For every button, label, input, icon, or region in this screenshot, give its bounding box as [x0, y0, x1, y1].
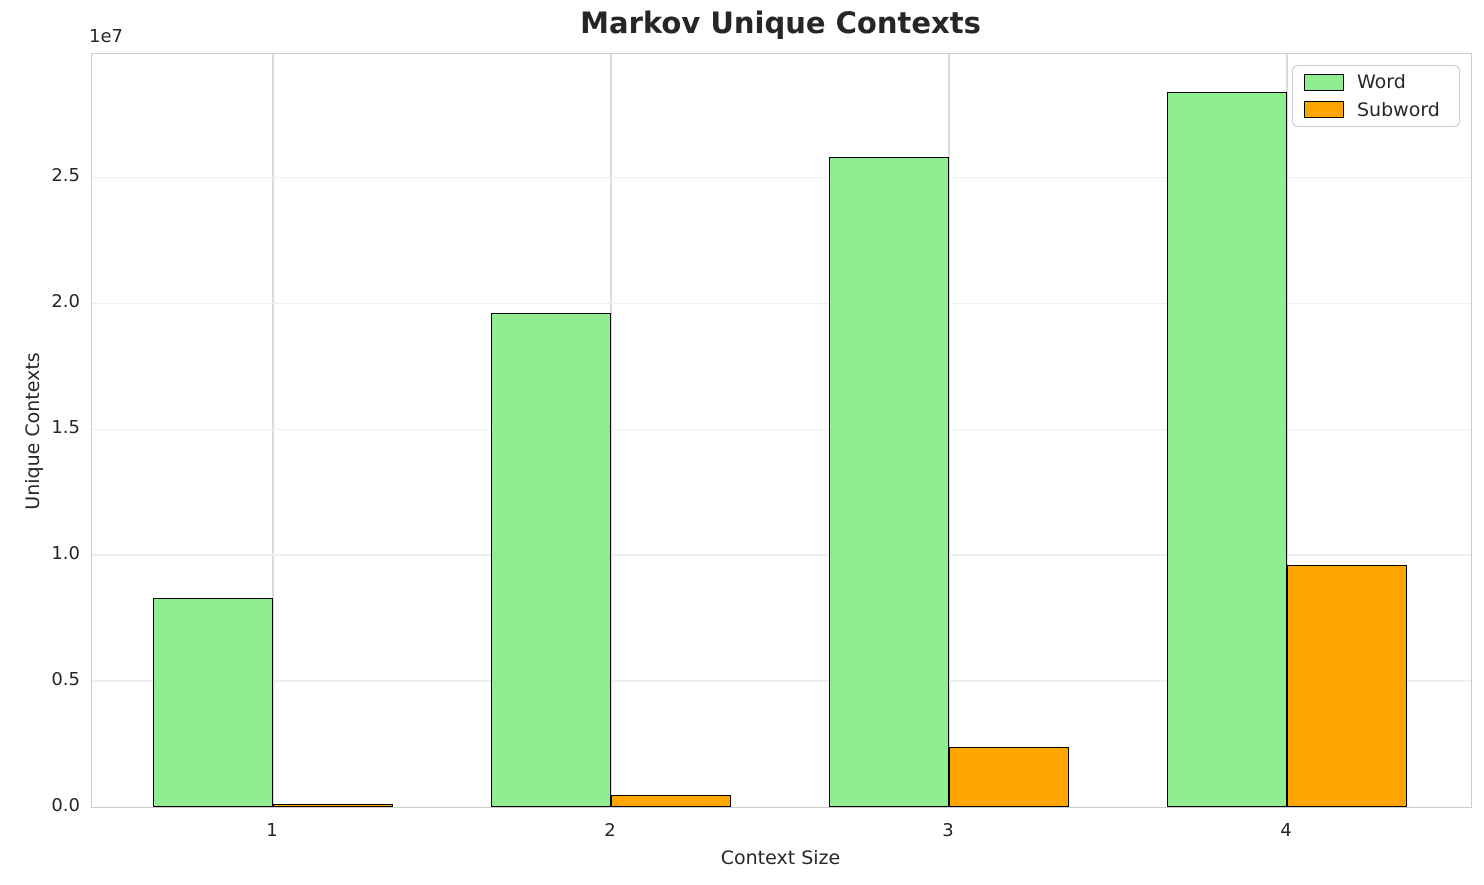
bar-word-3 — [829, 157, 949, 807]
gridline-horizontal — [92, 428, 1471, 430]
y-tick-label: 0.0 — [51, 795, 80, 816]
y-tick-label: 1.5 — [51, 417, 80, 439]
legend-item-word: Word — [1304, 71, 1459, 93]
plot-area — [91, 53, 1472, 808]
y-tick-label: 2.5 — [51, 165, 80, 187]
bar-subword-2 — [611, 794, 731, 807]
bar-subword-4 — [1287, 565, 1407, 807]
chart-title: Markov Unique Contexts — [580, 6, 981, 40]
bar-word-2 — [491, 313, 611, 807]
x-tick-label: 2 — [604, 820, 616, 841]
gridline-horizontal — [92, 302, 1471, 305]
bar-subword-3 — [949, 746, 1069, 807]
gridline-vertical — [272, 54, 274, 807]
legend-item-subword: Subword — [1304, 99, 1459, 121]
legend-label-subword: Subword — [1357, 98, 1440, 121]
gridline-horizontal — [92, 176, 1471, 179]
bar-subword-1 — [273, 804, 393, 807]
y-axis-offset-label: 1e7 — [89, 26, 123, 47]
y-tick-label: 2.0 — [51, 291, 80, 313]
gridline-horizontal — [92, 680, 1471, 682]
subword-swatch — [1304, 101, 1344, 119]
word-swatch — [1304, 73, 1344, 91]
legend: Word Subword — [1292, 65, 1460, 127]
x-tick-label: 1 — [266, 820, 278, 841]
bar-word-4 — [1167, 91, 1287, 807]
x-axis-label: Context Size — [720, 847, 841, 869]
x-tick-label: 4 — [1280, 820, 1292, 841]
x-tick-label: 3 — [942, 820, 954, 841]
y-tick-label: 0.5 — [51, 669, 80, 691]
bar-word-1 — [153, 597, 273, 807]
y-tick-label: 1.0 — [51, 543, 80, 565]
gridline-horizontal — [92, 554, 1471, 556]
legend-label-word: Word — [1357, 71, 1406, 94]
